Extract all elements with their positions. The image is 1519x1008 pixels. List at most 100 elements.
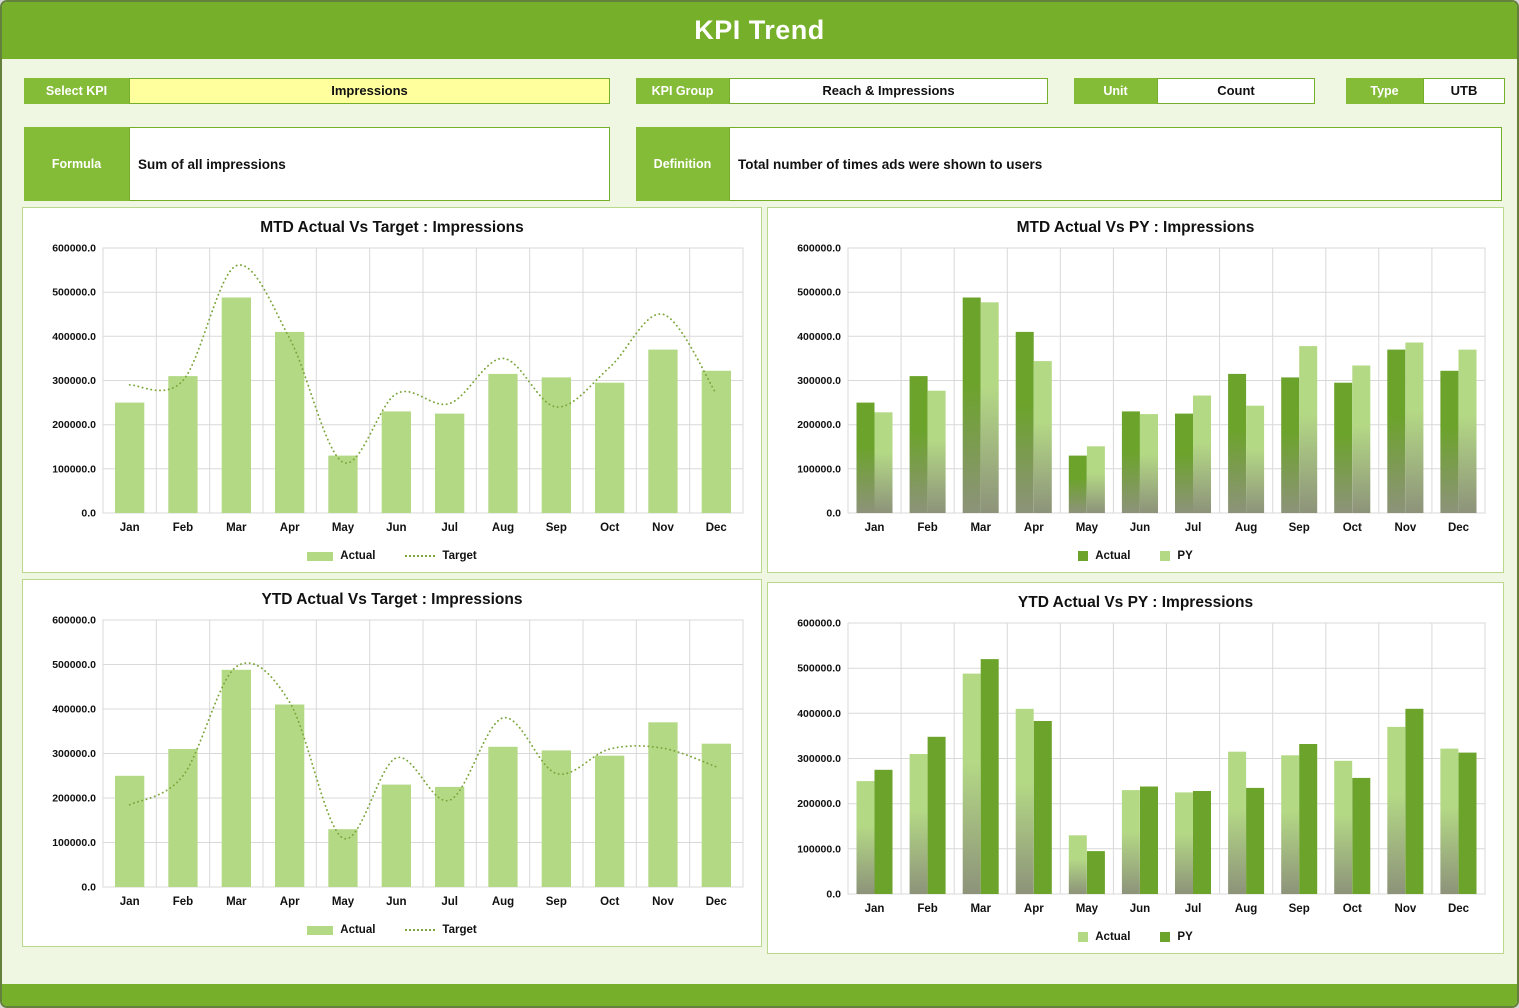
svg-text:400000.0: 400000.0	[52, 331, 96, 343]
legend-item-actual: Actual	[307, 924, 375, 936]
svg-text:100000.0: 100000.0	[797, 463, 841, 475]
svg-text:Sep: Sep	[1289, 903, 1310, 915]
svg-text:300000.0: 300000.0	[797, 753, 841, 765]
svg-text:Jul: Jul	[1185, 903, 1202, 915]
formula-value: Sum of all impressions	[129, 127, 610, 201]
svg-text:Mar: Mar	[226, 522, 247, 534]
svg-text:0.0: 0.0	[81, 882, 96, 894]
legend-label: Actual	[1095, 550, 1131, 563]
chart-legend: Actual Target	[23, 540, 761, 572]
svg-text:Jul: Jul	[441, 522, 458, 534]
legend-item-py: PY	[1160, 550, 1193, 562]
svg-text:300000.0: 300000.0	[797, 375, 841, 387]
gridlines: 0.0 100000.0 200000.0 300000.0 400000.0 50000…	[52, 243, 744, 520]
definition-label: Definition	[636, 127, 729, 201]
svg-text:Nov: Nov	[1395, 522, 1417, 534]
chart-legend: Actual PY	[768, 540, 1503, 572]
svg-text:100000.0: 100000.0	[52, 837, 96, 849]
svg-text:200000.0: 200000.0	[797, 798, 841, 810]
svg-text:May: May	[332, 896, 355, 908]
bars-actual	[856, 673, 1459, 894]
mtd-target-chart: 0.0 100000.0 200000.0 300000.0 400000.0 50000…	[23, 240, 761, 540]
svg-text:0.0: 0.0	[81, 508, 96, 520]
chart-legend: Actual PY	[768, 921, 1503, 953]
svg-text:Oct: Oct	[600, 896, 619, 908]
svg-text:100000.0: 100000.0	[52, 463, 96, 475]
legend-line-swatch	[405, 929, 436, 932]
svg-text:500000.0: 500000.0	[52, 659, 96, 671]
bars-py	[874, 302, 1477, 513]
mtd-py-chart: 0.0 100000.0 200000.0 300000.0 400000.0 50000…	[768, 240, 1503, 540]
svg-text:Jan: Jan	[120, 896, 140, 908]
unit-value: Count	[1157, 78, 1315, 104]
svg-text:300000.0: 300000.0	[52, 375, 96, 387]
chart-title: MTD Actual Vs PY : Impressions	[1016, 219, 1255, 236]
chart-legend: Actual Target	[23, 914, 761, 946]
svg-text:600000.0: 600000.0	[797, 243, 841, 255]
legend-item-actual: Actual	[1078, 931, 1130, 943]
unit-label: Unit	[1074, 78, 1157, 104]
x-axis-labels: Jan Feb Mar Apr May Jun Jul Aug Sep Oct Nov Dec	[865, 903, 1470, 915]
svg-text:Aug: Aug	[492, 522, 514, 534]
bars-py	[874, 659, 1477, 894]
header-bar: KPI Trend	[2, 2, 1517, 59]
svg-text:Dec: Dec	[1448, 522, 1470, 534]
svg-text:600000.0: 600000.0	[52, 243, 96, 255]
legend-label: Target	[442, 924, 477, 937]
svg-text:200000.0: 200000.0	[797, 419, 841, 431]
legend-item-target: Target	[405, 924, 477, 937]
ytd-target-chart: 0.0 100000.0 200000.0 300000.0 400000.0 50000…	[23, 612, 761, 914]
footer-bar	[2, 984, 1517, 1006]
svg-text:Apr: Apr	[280, 522, 300, 534]
svg-text:Oct: Oct	[600, 522, 619, 534]
svg-text:Apr: Apr	[280, 896, 300, 908]
svg-text:Oct: Oct	[1343, 522, 1362, 534]
legend-label: Actual	[340, 924, 376, 937]
svg-text:Dec: Dec	[706, 896, 728, 908]
legend-bar-swatch	[1160, 551, 1171, 562]
chart-title: YTD Actual Vs Target : Impressions	[261, 591, 523, 608]
svg-text:Feb: Feb	[173, 896, 193, 908]
svg-text:Mar: Mar	[226, 896, 247, 908]
svg-text:400000.0: 400000.0	[797, 331, 841, 343]
target-line	[128, 662, 718, 840]
svg-text:Dec: Dec	[706, 522, 728, 534]
svg-text:300000.0: 300000.0	[52, 748, 96, 760]
chart-title: YTD Actual Vs PY : Impressions	[1017, 594, 1254, 611]
svg-text:0.0: 0.0	[826, 889, 841, 901]
svg-text:Mar: Mar	[970, 522, 991, 534]
svg-text:400000.0: 400000.0	[797, 708, 841, 720]
target-line	[128, 264, 718, 464]
svg-text:Jan: Jan	[120, 522, 140, 534]
svg-text:600000.0: 600000.0	[52, 615, 96, 627]
gridlines: 0.0 100000.0 200000.0 300000.0 400000.0 50000…	[797, 618, 1486, 901]
legend-bar-swatch	[1078, 932, 1089, 943]
x-axis-labels: Jan Feb Mar Apr May Jun Jul Aug Sep Oct Nov Dec	[865, 522, 1470, 534]
definition-value: Total number of times ads were shown to …	[729, 127, 1502, 201]
svg-text:Oct: Oct	[1343, 903, 1362, 915]
svg-text:600000.0: 600000.0	[797, 618, 841, 630]
chart-panel-ytd-py: YTD Actual Vs PY : Impressions 0.0 100000…	[767, 582, 1504, 954]
svg-text:500000.0: 500000.0	[797, 663, 841, 675]
svg-text:Aug: Aug	[1235, 522, 1257, 534]
legend-label: Target	[442, 550, 477, 563]
svg-text:Feb: Feb	[917, 903, 937, 915]
svg-text:Sep: Sep	[1289, 522, 1310, 534]
svg-text:Jul: Jul	[1185, 522, 1202, 534]
svg-text:Sep: Sep	[546, 522, 567, 534]
select-kpi-label: Select KPI	[24, 78, 129, 104]
select-kpi-value[interactable]: Impressions	[129, 78, 610, 104]
svg-text:May: May	[1076, 522, 1099, 534]
svg-text:Feb: Feb	[173, 522, 193, 534]
chart-panel-mtd-py: MTD Actual Vs PY : Impressions 0.0 100000…	[767, 207, 1504, 573]
svg-text:Dec: Dec	[1448, 903, 1470, 915]
svg-text:Nov: Nov	[1395, 903, 1417, 915]
legend-bar-swatch	[1160, 932, 1171, 943]
svg-text:200000.0: 200000.0	[52, 419, 96, 431]
formula-label: Formula	[24, 127, 129, 201]
legend-item-actual: Actual	[307, 550, 375, 562]
legend-bar-swatch	[307, 551, 334, 561]
page-title: KPI Trend	[694, 15, 825, 45]
legend-item-py: PY	[1160, 931, 1193, 943]
